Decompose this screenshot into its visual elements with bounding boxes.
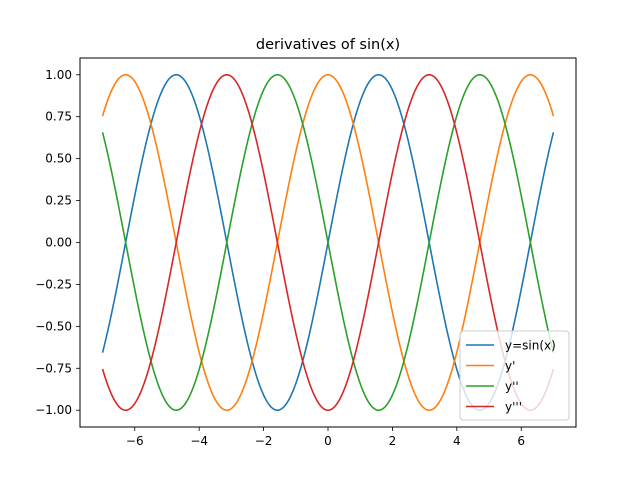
y-tick-label: −0.25: [35, 277, 72, 291]
x-tick-label: −2: [255, 434, 273, 448]
legend: y=sin(x) y' y'' y''': [459, 330, 570, 421]
legend-label: y''': [505, 400, 522, 414]
x-tick-label: 6: [517, 434, 525, 448]
x-tick-label: 0: [324, 434, 332, 448]
x-tick-label: 2: [389, 434, 397, 448]
y-tick-label: −0.75: [35, 361, 72, 375]
legend-label: y': [505, 359, 515, 373]
y-tick-label: −0.50: [35, 319, 72, 333]
series-line-3: [101, 73, 555, 412]
y-tick-label: −1.00: [35, 403, 72, 417]
y-axis: −1.00 −0.75 −0.50 −0.25 0.00 0.25 0.50 0.75 1.00: [35, 68, 80, 417]
y-tick-label: 0.75: [45, 110, 72, 124]
x-tick-label: −4: [190, 434, 208, 448]
y-tick-label: 0.00: [45, 236, 72, 250]
series-line-4: [101, 73, 555, 412]
x-tick-label: −6: [126, 434, 144, 448]
legend-box: [459, 330, 570, 421]
x-tick-label: 4: [453, 434, 461, 448]
legend-label: y'': [505, 380, 519, 394]
chart-title: derivatives of sin(x): [256, 37, 400, 53]
y-tick-label: 1.00: [45, 68, 72, 82]
y-tick-label: 0.50: [45, 152, 72, 166]
legend-label: y=sin(x): [505, 339, 556, 353]
x-axis: −6 −4 −2 0 2 4 6: [126, 427, 525, 448]
y-tick-label: 0.25: [45, 194, 72, 208]
series-line-2: [101, 73, 555, 412]
